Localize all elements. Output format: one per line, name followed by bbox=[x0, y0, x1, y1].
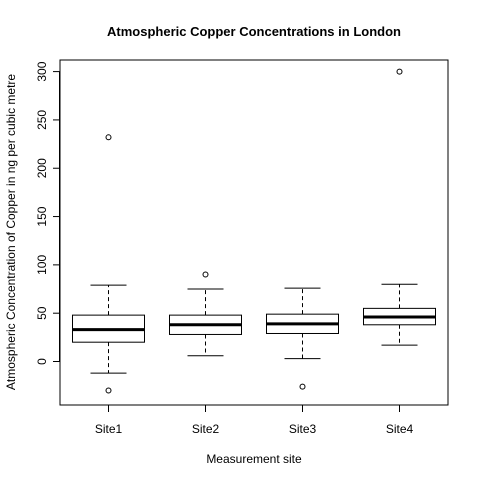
y-tick-label: 300 bbox=[35, 61, 49, 81]
plot-frame bbox=[59, 59, 449, 406]
box-site2 bbox=[169, 271, 242, 357]
chart-title: Atmospheric Copper Concentrations in Lon… bbox=[107, 24, 401, 39]
y-axis-label: Atmospheric Concentration of Copper in n… bbox=[4, 74, 18, 390]
box-site4 bbox=[363, 68, 436, 346]
box-site1 bbox=[72, 134, 145, 394]
outlier-point bbox=[105, 387, 112, 394]
y-axis: 0 50 100 150 200 250 300 bbox=[35, 61, 60, 365]
x-axis: Site1 Site2 Site3 Site4 bbox=[95, 404, 414, 436]
x-tick-label: Site4 bbox=[386, 422, 414, 436]
outlier-point bbox=[105, 134, 112, 141]
y-tick-label: 150 bbox=[35, 206, 49, 226]
outlier-point bbox=[299, 383, 306, 390]
outlier-point bbox=[396, 68, 403, 75]
y-tick-label: 250 bbox=[35, 110, 49, 130]
y-tick-label: 100 bbox=[35, 255, 49, 275]
box-site3 bbox=[266, 287, 339, 390]
x-tick-label: Site3 bbox=[289, 422, 317, 436]
boxes-group bbox=[72, 68, 436, 394]
y-tick-label: 200 bbox=[35, 158, 49, 178]
x-axis-label: Measurement site bbox=[206, 452, 302, 466]
x-tick-label: Site2 bbox=[192, 422, 220, 436]
x-tick-label: Site1 bbox=[95, 422, 123, 436]
y-tick-label: 0 bbox=[35, 358, 49, 365]
outlier-point bbox=[202, 271, 209, 278]
y-tick-label: 50 bbox=[35, 306, 49, 320]
